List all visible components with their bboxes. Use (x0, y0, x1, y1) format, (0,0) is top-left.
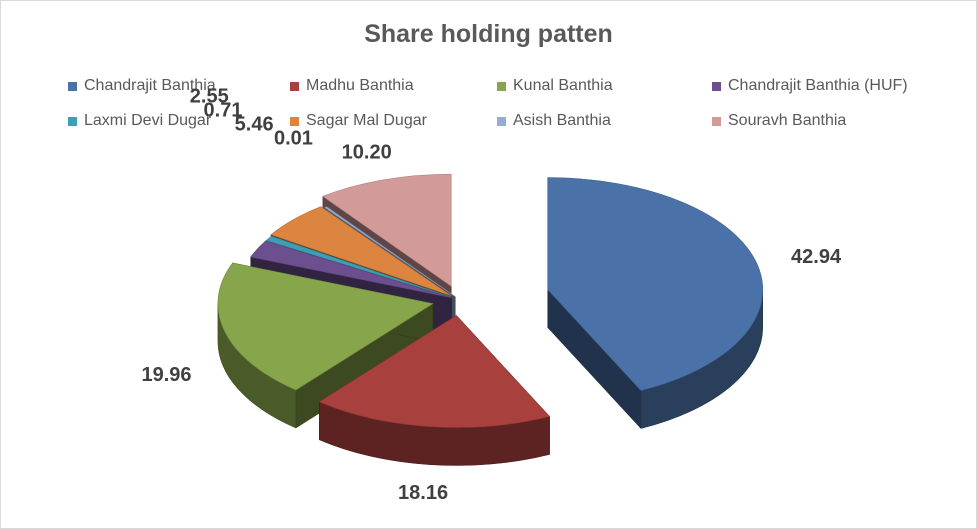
data-label-souravh-banthia: 10.20 (342, 142, 392, 164)
data-label-chandrajit-banthia: 42.94 (791, 246, 842, 268)
data-label-asish-banthia: 0.01 (274, 128, 313, 150)
data-label-sagar-mal-dugar: 5.46 (235, 114, 274, 136)
data-label-madhu-banthia: 18.16 (398, 482, 448, 504)
data-label-kunal-banthia: 19.96 (141, 364, 191, 386)
